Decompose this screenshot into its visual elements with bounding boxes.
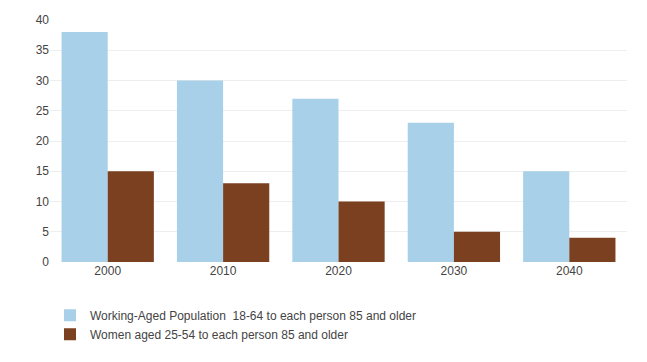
svg-text:2010: 2010: [210, 264, 237, 278]
svg-text:10: 10: [36, 195, 50, 209]
svg-text:20: 20: [36, 134, 50, 148]
svg-text:0: 0: [42, 255, 49, 269]
svg-text:2040: 2040: [556, 264, 583, 278]
svg-text:25: 25: [36, 104, 50, 118]
svg-text:2020: 2020: [325, 264, 352, 278]
svg-text:2000: 2000: [94, 264, 121, 278]
svg-text:40: 40: [36, 13, 50, 27]
svg-text:30: 30: [36, 74, 50, 88]
svg-text:Women aged 25-54 to each perso: Women aged 25-54 to each person 85 and o…: [90, 328, 348, 342]
svg-text:Working-Aged Population 18-64: Working-Aged Population 18-64 to each pe…: [90, 309, 416, 323]
svg-text:5: 5: [42, 225, 49, 239]
svg-text:35: 35: [36, 43, 50, 57]
svg-text:15: 15: [36, 164, 50, 178]
svg-text:2030: 2030: [441, 264, 468, 278]
